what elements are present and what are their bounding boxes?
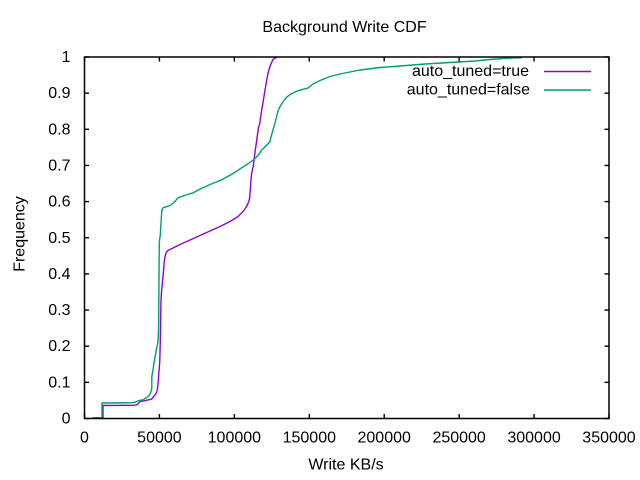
svg-text:0.2: 0.2 [48,338,70,355]
svg-text:0.1: 0.1 [48,374,70,391]
svg-text:Frequency: Frequency [12,196,29,272]
svg-text:0.9: 0.9 [48,85,70,102]
svg-text:0.5: 0.5 [48,230,70,247]
svg-text:0.4: 0.4 [48,266,70,283]
svg-text:Background Write CDF: Background Write CDF [262,19,426,36]
svg-text:1: 1 [62,49,71,66]
svg-text:50000: 50000 [137,430,182,447]
svg-text:0.8: 0.8 [48,121,70,138]
svg-text:auto_tuned=true: auto_tuned=true [412,63,529,80]
svg-text:0.7: 0.7 [48,157,70,174]
svg-text:200000: 200000 [358,430,411,447]
svg-text:0.3: 0.3 [48,302,70,319]
svg-text:0: 0 [80,430,89,447]
svg-text:auto_tuned=false: auto_tuned=false [407,82,530,99]
svg-text:350000: 350000 [582,430,635,447]
svg-text:100000: 100000 [208,430,261,447]
svg-text:0.6: 0.6 [48,194,70,211]
svg-text:Write KB/s: Write KB/s [308,457,383,474]
svg-text:0: 0 [62,411,71,428]
svg-text:300000: 300000 [507,430,560,447]
svg-text:250000: 250000 [432,430,485,447]
svg-text:150000: 150000 [283,430,336,447]
